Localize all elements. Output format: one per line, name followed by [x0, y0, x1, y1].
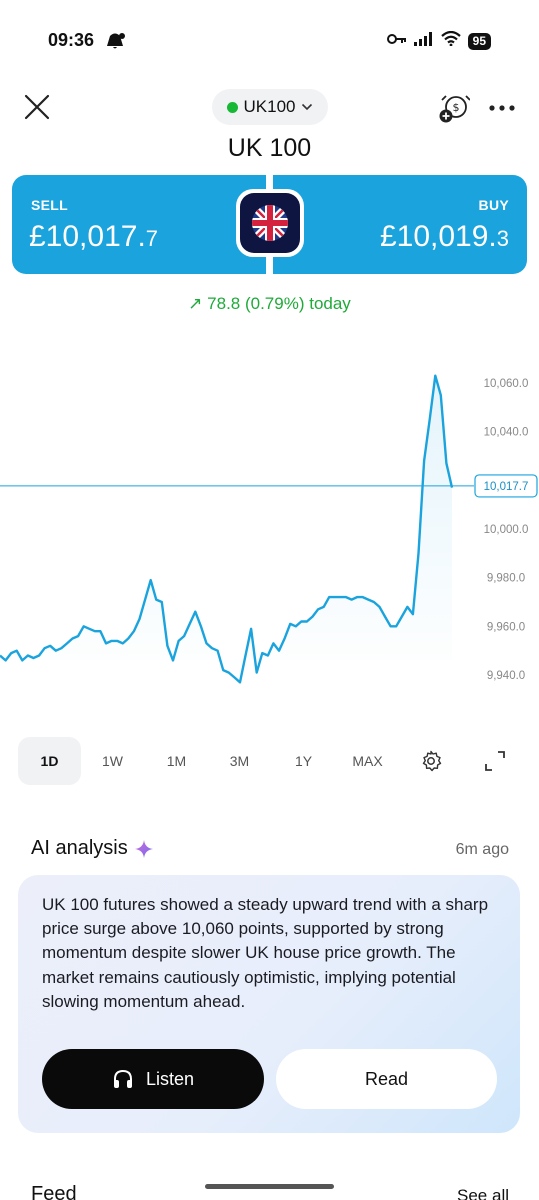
y-tick-label: 10,040.0	[484, 427, 529, 439]
range-tab-1m[interactable]: 1M	[166, 753, 187, 769]
key-icon	[386, 32, 407, 50]
uk-flag-icon	[252, 205, 288, 241]
status-time: 09:36	[48, 30, 95, 50]
live-dot	[226, 101, 238, 113]
y-tick-label: 10,000.0	[484, 524, 529, 536]
chart-series-line	[0, 374, 454, 684]
y-tick-label: 9,960.0	[487, 621, 525, 633]
buy-price: £10,019.3	[379, 220, 509, 253]
ai-analysis-text: UK 100 futures showed a steady upward tr…	[42, 895, 489, 1011]
fullscreen-button[interactable]	[463, 737, 526, 785]
price-chart[interactable]: 10,060.0 10,040.0 10,000.0 9,980.0 9,960.0 9,…	[0, 330, 539, 720]
close-icon[interactable]	[22, 92, 52, 122]
trade-panel: SELL £10,017.7 BUY £10,019.3	[12, 175, 527, 274]
battery-indicator: 95	[467, 32, 491, 50]
ai-analysis-time: 6m ago	[455, 841, 509, 858]
headphones-icon	[113, 1069, 132, 1088]
svg-text:$: $	[453, 101, 460, 114]
ticker-label: UK100	[243, 97, 296, 116]
ai-analysis-heading: AI analysis	[31, 837, 154, 860]
range-tab-1y[interactable]: 1Y	[294, 753, 313, 769]
status-bar: 09:36 95	[0, 0, 539, 80]
y-tick-label: 10,060.0	[484, 378, 529, 390]
read-button[interactable]: Read	[276, 1049, 497, 1109]
signal-icon	[413, 31, 434, 51]
sell-label: SELL	[31, 197, 68, 213]
current-price-label: 10,017.7	[484, 481, 529, 493]
listen-label: Listen	[145, 1068, 195, 1089]
buy-button[interactable]: BUY £10,019.3	[273, 175, 527, 274]
wifi-icon	[440, 30, 461, 51]
y-tick-label: 9,940.0	[487, 670, 525, 682]
daily-change-text: 78.8 (0.79%) today	[207, 294, 351, 313]
sparkle-icon	[134, 839, 153, 858]
chart-settings-button[interactable]	[399, 737, 462, 785]
ticker-selector[interactable]: UK100	[212, 89, 328, 125]
price-alert-button[interactable]: $	[438, 92, 471, 124]
ai-analysis-title: AI analysis	[31, 837, 128, 859]
gear-icon[interactable]	[420, 750, 442, 772]
ai-analysis-card: UK 100 futures showed a steady upward tr…	[18, 875, 520, 1133]
current-price-tag: 10,017.7	[474, 474, 538, 498]
status-icons: 95	[386, 30, 491, 51]
daily-change: ↗ 78.8 (0.79%) today	[0, 294, 539, 314]
y-tick-label: 9,980.0	[487, 573, 525, 585]
range-tab-3m[interactable]: 3M	[229, 753, 250, 769]
read-label: Read	[364, 1068, 409, 1089]
range-tab-1w[interactable]: 1W	[102, 753, 123, 769]
close-button[interactable]	[22, 92, 52, 122]
listen-button[interactable]: Listen	[42, 1049, 264, 1109]
range-tabs: 1D 1W 1M 3M 1Y MAX	[18, 737, 523, 785]
expand-icon[interactable]	[484, 750, 506, 772]
more-horizontal-icon[interactable]	[486, 94, 518, 122]
range-tab-1d[interactable]: 1D	[18, 737, 81, 785]
uk-flag-badge	[236, 189, 304, 257]
chevron-down-icon	[302, 103, 313, 111]
y-axis-ticks: 10,060.0 10,040.0 10,000.0 9,980.0 9,960.0 9,…	[484, 378, 529, 682]
up-arrow-icon: ↗	[188, 294, 203, 313]
alarm-clock-icon[interactable]: $	[438, 92, 471, 124]
range-tab-max[interactable]: MAX	[352, 753, 383, 769]
sell-price: £10,017.7	[29, 220, 159, 253]
chart-area-fill	[0, 375, 452, 683]
page-title: UK 100	[227, 134, 312, 162]
notification-icon	[104, 32, 126, 55]
home-indicator[interactable]	[205, 1184, 334, 1189]
see-all-link[interactable]: See all	[457, 1186, 509, 1200]
feed-heading: Feed	[31, 1183, 77, 1200]
more-options-button[interactable]	[486, 94, 518, 122]
sell-button[interactable]: SELL £10,017.7	[12, 175, 266, 274]
buy-label: BUY	[478, 197, 509, 213]
